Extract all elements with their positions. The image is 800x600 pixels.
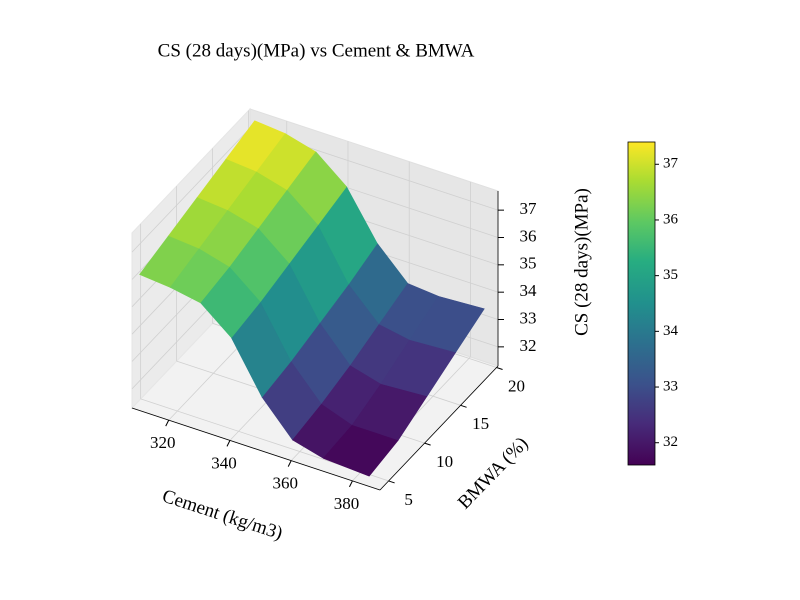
- colorbar-ticks: 32 33 34 35 36 37: [655, 156, 679, 450]
- y-tick: [424, 442, 431, 446]
- x-tick-label: 320: [150, 433, 176, 452]
- y-tick-label: 10: [436, 452, 453, 471]
- x-tick-label: 360: [272, 474, 298, 493]
- colorbar-tick-label: 32: [663, 434, 678, 450]
- z-tick-label: 32: [520, 336, 537, 355]
- colorbar-tick-label: 33: [663, 378, 678, 394]
- surface-patch: [322, 424, 399, 477]
- x-tick: [165, 419, 170, 427]
- x-tick: [287, 460, 292, 467]
- colorbar: [627, 141, 656, 466]
- y-tick: [388, 480, 395, 484]
- surface: [139, 120, 485, 477]
- y-tick-label: 5: [404, 490, 413, 509]
- z-tick-label: 37: [520, 199, 538, 218]
- x-tick-label: 380: [334, 494, 360, 513]
- axis-line: [379, 365, 499, 491]
- z-tick-label: 35: [520, 254, 537, 273]
- colorbar-tick-label: 34: [663, 323, 679, 339]
- x-tick-label: 340: [211, 453, 237, 472]
- y-tick: [460, 404, 467, 408]
- y-axis-label: BMWA (%): [454, 433, 533, 513]
- z-tick-label: 33: [520, 308, 537, 327]
- y-tick: [496, 367, 503, 370]
- y-tick-label: 15: [472, 414, 489, 433]
- y-tick-label: 20: [508, 376, 525, 395]
- colorbar-tick-label: 36: [663, 211, 679, 227]
- x-axis-label: Cement (kg/m3): [160, 486, 285, 545]
- chart-title: CS (28 days)(MPa) vs Cement & BMWA: [158, 40, 475, 61]
- z-tick-label: 36: [520, 226, 537, 245]
- grid-line: [131, 127, 251, 253]
- axis-line: [131, 407, 381, 491]
- colorbar-tick-label: 35: [663, 267, 678, 283]
- x-tick: [226, 440, 231, 447]
- z-tick-label: 34: [520, 281, 538, 300]
- surface-patch: [200, 266, 261, 339]
- z-axis-label: CS (28 days)(MPa): [571, 188, 592, 336]
- x-tick: [348, 480, 353, 488]
- colorbar-tick-label: 37: [663, 156, 679, 172]
